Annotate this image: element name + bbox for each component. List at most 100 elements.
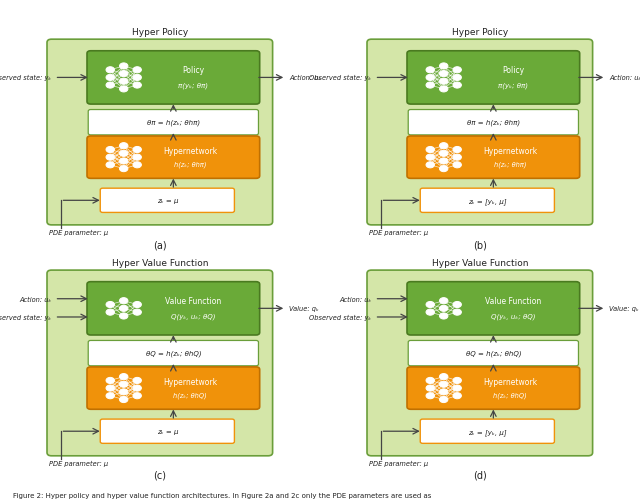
Text: Q(yₖ, uₖ; θQ): Q(yₖ, uₖ; θQ) xyxy=(171,313,216,320)
Circle shape xyxy=(120,374,128,380)
Circle shape xyxy=(133,155,141,161)
FancyBboxPatch shape xyxy=(408,110,579,136)
Text: zₖ = μ: zₖ = μ xyxy=(157,198,178,204)
Text: Observed state: yₖ: Observed state: yₖ xyxy=(309,75,371,81)
Circle shape xyxy=(106,302,115,308)
Circle shape xyxy=(133,378,141,384)
Text: PDE parameter: μ: PDE parameter: μ xyxy=(369,460,428,466)
FancyBboxPatch shape xyxy=(47,271,273,456)
Circle shape xyxy=(453,310,461,316)
Circle shape xyxy=(440,87,448,93)
Circle shape xyxy=(440,159,448,165)
Circle shape xyxy=(426,147,435,153)
Circle shape xyxy=(426,155,435,161)
Circle shape xyxy=(106,310,115,316)
Text: Hypernetwork: Hypernetwork xyxy=(483,377,537,386)
Circle shape xyxy=(120,306,128,312)
Text: π(yₖ; θπ): π(yₖ; θπ) xyxy=(498,83,528,89)
Text: Figure 2: Hyper policy and hyper value function architectures. In Figure 2a and : Figure 2: Hyper policy and hyper value f… xyxy=(13,492,431,498)
Circle shape xyxy=(440,79,448,85)
Circle shape xyxy=(106,162,115,168)
Circle shape xyxy=(440,374,448,380)
FancyBboxPatch shape xyxy=(87,367,260,409)
Circle shape xyxy=(120,313,128,320)
Text: zₖ = [yₖ, μ]: zₖ = [yₖ, μ] xyxy=(468,428,507,435)
Text: Action: uₖ: Action: uₖ xyxy=(609,75,640,81)
Circle shape xyxy=(120,298,128,304)
Text: Hyper Value Function: Hyper Value Function xyxy=(111,259,208,268)
Circle shape xyxy=(453,385,461,391)
Circle shape xyxy=(426,162,435,168)
Text: Observed state: yₖ: Observed state: yₖ xyxy=(0,314,51,321)
Text: Action: uₖ: Action: uₖ xyxy=(19,296,51,302)
Circle shape xyxy=(106,68,115,74)
Text: h(zₖ; θhπ): h(zₖ; θhπ) xyxy=(493,161,526,168)
Circle shape xyxy=(453,147,461,153)
Text: PDE parameter: μ: PDE parameter: μ xyxy=(49,460,108,466)
Circle shape xyxy=(453,302,461,308)
Text: Observed state: yₖ: Observed state: yₖ xyxy=(0,75,51,81)
Text: Q(yₖ, uₖ; θQ): Q(yₖ, uₖ; θQ) xyxy=(491,313,536,320)
FancyBboxPatch shape xyxy=(407,282,580,335)
FancyBboxPatch shape xyxy=(407,137,580,179)
Text: PDE parameter: μ: PDE parameter: μ xyxy=(49,230,108,236)
Circle shape xyxy=(453,155,461,161)
Text: θQ = h(zₖ; θhQ): θQ = h(zₖ; θhQ) xyxy=(465,350,521,357)
Text: θQ = h(zₖ; θhQ): θQ = h(zₖ; θhQ) xyxy=(145,350,201,357)
Text: Hyper Value Function: Hyper Value Function xyxy=(431,259,528,268)
FancyBboxPatch shape xyxy=(87,52,260,105)
Text: θπ = h(zₖ; θhπ): θπ = h(zₖ; θhπ) xyxy=(467,120,520,126)
Circle shape xyxy=(440,397,448,403)
Circle shape xyxy=(120,381,128,388)
Text: PDE parameter: μ: PDE parameter: μ xyxy=(369,230,428,236)
Circle shape xyxy=(133,147,141,153)
Text: Action: uₖ: Action: uₖ xyxy=(339,296,371,302)
Text: Hypernetwork: Hypernetwork xyxy=(163,147,217,156)
Circle shape xyxy=(440,306,448,312)
Circle shape xyxy=(426,302,435,308)
Text: Value Function: Value Function xyxy=(165,297,221,306)
Circle shape xyxy=(106,155,115,161)
Circle shape xyxy=(426,75,435,81)
Circle shape xyxy=(426,310,435,316)
Text: Hypernetwork: Hypernetwork xyxy=(483,147,537,156)
Circle shape xyxy=(440,389,448,395)
Text: Action: uₖ: Action: uₖ xyxy=(289,75,321,81)
Circle shape xyxy=(440,151,448,157)
Text: zₖ = [yₖ, μ]: zₖ = [yₖ, μ] xyxy=(468,197,507,204)
FancyBboxPatch shape xyxy=(47,40,273,225)
Circle shape xyxy=(440,313,448,320)
FancyBboxPatch shape xyxy=(100,189,234,213)
Circle shape xyxy=(133,393,141,399)
Circle shape xyxy=(120,151,128,157)
Circle shape xyxy=(453,68,461,74)
Circle shape xyxy=(106,378,115,384)
Circle shape xyxy=(120,64,128,70)
Text: Policy: Policy xyxy=(182,66,204,75)
Circle shape xyxy=(120,397,128,403)
Text: h(zₖ; θhQ): h(zₖ; θhQ) xyxy=(493,392,527,398)
FancyBboxPatch shape xyxy=(367,271,593,456)
Circle shape xyxy=(106,83,115,89)
Circle shape xyxy=(440,143,448,149)
Circle shape xyxy=(426,68,435,74)
Text: Value: qₖ: Value: qₖ xyxy=(609,306,639,312)
Text: Observed state: yₖ: Observed state: yₖ xyxy=(309,314,371,321)
Text: π(yₖ; θπ): π(yₖ; θπ) xyxy=(178,83,208,89)
Text: (a): (a) xyxy=(153,239,166,249)
Circle shape xyxy=(106,393,115,399)
Circle shape xyxy=(133,162,141,168)
Circle shape xyxy=(133,385,141,391)
Text: zₖ = μ: zₖ = μ xyxy=(157,428,178,434)
Text: (d): (d) xyxy=(473,470,486,480)
Circle shape xyxy=(120,159,128,165)
FancyBboxPatch shape xyxy=(100,419,234,443)
Circle shape xyxy=(133,310,141,316)
Circle shape xyxy=(453,393,461,399)
Text: (b): (b) xyxy=(473,239,487,249)
Circle shape xyxy=(440,381,448,388)
Text: Value: qₖ: Value: qₖ xyxy=(289,306,319,312)
Circle shape xyxy=(440,71,448,78)
Circle shape xyxy=(426,83,435,89)
Circle shape xyxy=(453,83,461,89)
